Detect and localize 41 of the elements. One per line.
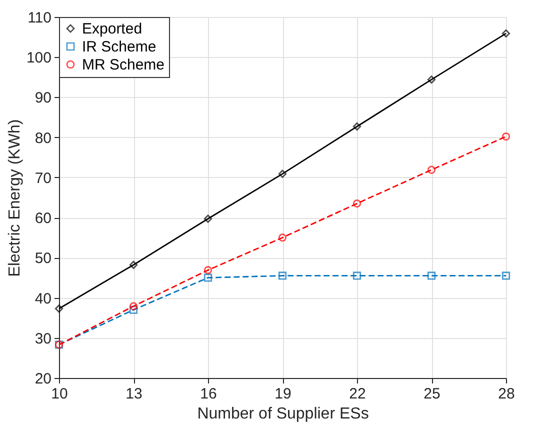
y-tick-label: 20	[34, 370, 52, 388]
x-tick-label: 10	[51, 386, 68, 402]
x-tick-label: 16	[200, 386, 217, 402]
y-tick-label: 80	[34, 130, 52, 147]
point	[502, 132, 510, 141]
point	[427, 166, 436, 174]
y-tick-label: 30	[34, 330, 52, 348]
point	[278, 272, 287, 280]
point	[204, 214, 212, 223]
y-axis-title: Electric Energy (KWh)	[6, 119, 24, 277]
legend-label: Exported	[82, 20, 142, 38]
point	[502, 29, 510, 38]
point	[129, 260, 138, 269]
point	[129, 306, 138, 314]
y-tick-label: 50	[34, 250, 52, 268]
x-tick-label: 22	[349, 386, 366, 402]
x-tick-label: 25	[424, 386, 440, 402]
point	[54, 304, 64, 313]
point	[427, 272, 436, 280]
y-tick-label: 60	[34, 210, 52, 228]
legend-label: MR Scheme	[82, 56, 165, 74]
x-tick-label: 13	[126, 386, 142, 402]
point	[502, 272, 510, 280]
y-tick-label: 40	[34, 290, 52, 308]
x-tick-label: 19	[274, 386, 292, 402]
x-axis-title: Number of Supplier ESs	[197, 406, 369, 422]
y-tick-label: 100	[26, 50, 52, 67]
point	[278, 234, 287, 242]
point	[427, 76, 436, 84]
point	[204, 274, 212, 282]
point	[129, 302, 138, 310]
point	[278, 170, 287, 178]
point	[352, 272, 362, 280]
point	[352, 122, 362, 131]
point	[352, 199, 362, 208]
y-tick-label: 110	[28, 10, 52, 26]
legend-label: IR Scheme	[82, 38, 156, 56]
point	[204, 266, 212, 274]
y-tick-label: 70	[34, 170, 52, 187]
y-tick-label: 90	[34, 90, 52, 107]
x-tick-label: 28	[498, 386, 515, 402]
